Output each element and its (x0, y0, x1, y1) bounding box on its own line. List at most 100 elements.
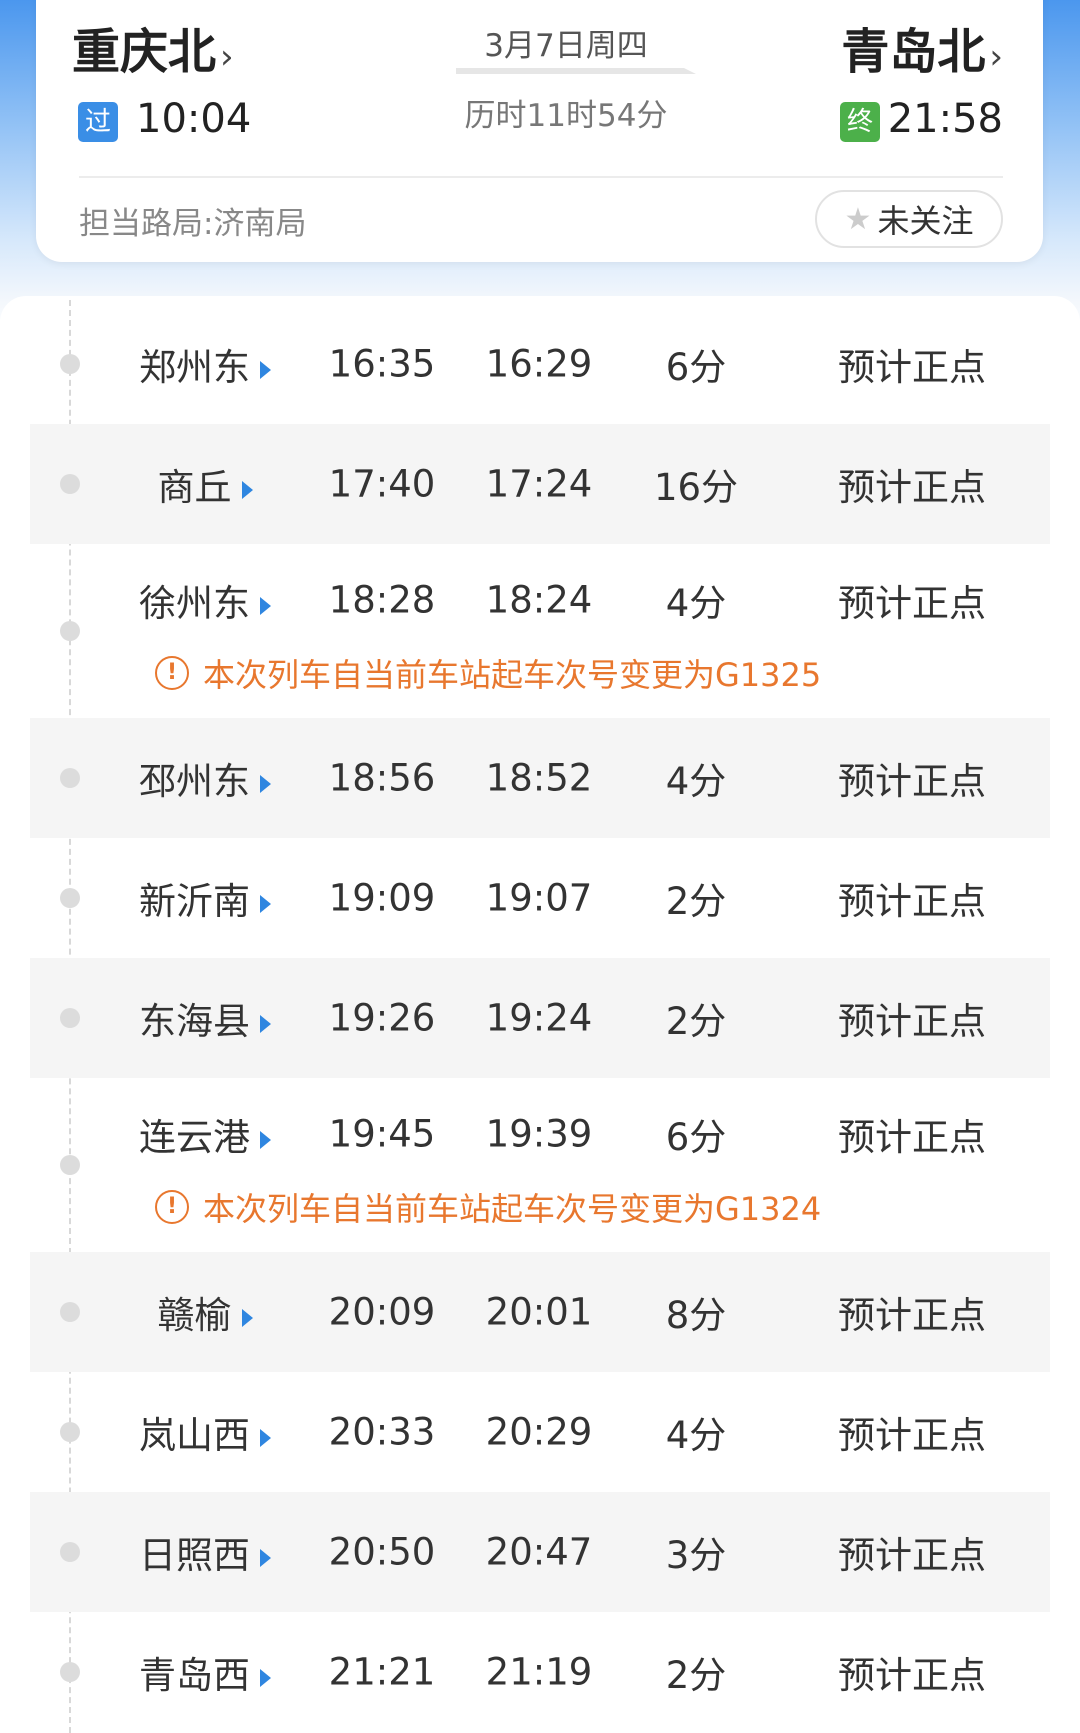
stop-row[interactable]: 邳州东 18:56 18:52 4分 预计正点 (30, 718, 1050, 838)
triangle-right-icon (241, 480, 253, 499)
status-text: 预计正点 (838, 1294, 986, 1337)
timeline-dot (60, 621, 80, 641)
timeline-dot (60, 888, 80, 908)
stop-duration: 6分 (665, 1116, 727, 1159)
arrive-time: 21:21 (328, 1650, 436, 1694)
from-station[interactable]: 重庆北 › (72, 12, 234, 82)
travel-date: 3月7日周四 (484, 28, 648, 64)
station-link[interactable]: 岚山西 (110, 1405, 300, 1459)
notice-text: 本次列车自当前车站起车次号变更为G1325 (203, 656, 822, 694)
station-name: 邳州东 (139, 760, 250, 803)
station-name: 商丘 (157, 466, 232, 509)
depart-time: 16:29 (485, 342, 593, 386)
stop-row[interactable]: 商丘 17:40 17:24 16分 预计正点 (30, 424, 1050, 544)
station-link[interactable]: 商丘 (110, 457, 300, 511)
stop-duration: 3分 (665, 1534, 727, 1577)
stop-row[interactable]: 连云港 19:45 19:39 6分 预计正点! 本次列车自当前车站起车次号变更为G132… (30, 1078, 1050, 1252)
station-link[interactable]: 邳州东 (110, 751, 300, 805)
depart-time: 20:01 (485, 1290, 593, 1334)
arrive-time: 17:40 (328, 462, 436, 506)
triangle-right-icon (260, 894, 271, 913)
station-name: 东海县 (139, 1000, 250, 1043)
stop-duration: 4分 (665, 760, 727, 803)
status-text: 预计正点 (838, 1414, 986, 1457)
stop-row[interactable]: 新沂南 19:09 19:07 2分 预计正点 (30, 838, 1050, 958)
station-link[interactable]: 东海县 (110, 991, 300, 1045)
chevron-right-icon: › (220, 37, 234, 77)
chevron-right-icon: › (989, 37, 1003, 77)
from-time: 10:04 (136, 96, 252, 142)
timeline-dot (60, 1422, 80, 1442)
triangle-right-icon (260, 1668, 271, 1687)
timeline-dot (60, 768, 80, 788)
status-text: 预计正点 (838, 346, 986, 389)
station-link[interactable]: 连云港 (110, 1107, 300, 1161)
depart-time: 19:07 (485, 876, 593, 920)
station-name: 岚山西 (139, 1414, 250, 1457)
from-station-name: 重庆北 (72, 24, 217, 80)
notice-text: 本次列车自当前车站起车次号变更为G1324 (203, 1190, 822, 1228)
stop-duration: 16分 (653, 466, 739, 509)
end-badge: 终 (840, 102, 880, 142)
travel-duration: 历时11时54分 (464, 98, 668, 134)
stop-row[interactable]: 东海县 19:26 19:24 2分 预计正点 (30, 958, 1050, 1078)
depart-time: 19:24 (485, 996, 593, 1040)
station-link[interactable]: 郑州东 (110, 337, 300, 391)
status-text: 预计正点 (838, 1000, 986, 1043)
stop-row[interactable]: 赣榆 20:09 20:01 8分 预计正点 (30, 1252, 1050, 1372)
train-number-change-notice: ! 本次列车自当前车站起车次号变更为G1324 (155, 1184, 821, 1230)
info-circle-icon: ! (155, 656, 189, 690)
timeline-dot (60, 1008, 80, 1028)
stop-row[interactable]: 岚山西 20:33 20:29 4分 预计正点 (30, 1372, 1050, 1492)
arrive-time: 20:50 (328, 1530, 436, 1574)
triangle-right-icon (260, 1130, 271, 1149)
depart-time: 21:19 (485, 1650, 593, 1694)
triangle-right-icon (260, 1428, 271, 1447)
star-icon: ★ (844, 201, 872, 237)
stop-duration: 4分 (665, 1414, 727, 1457)
status-text: 预计正点 (838, 1654, 986, 1697)
pass-badge: 过 (78, 102, 118, 142)
stop-duration: 2分 (665, 1000, 727, 1043)
timeline-dot (60, 1155, 80, 1175)
depart-time: 20:47 (485, 1530, 593, 1574)
status-text: 预计正点 (838, 466, 986, 509)
timeline-dot (60, 354, 80, 374)
triangle-right-icon (241, 1308, 253, 1327)
stop-duration: 2分 (665, 1654, 727, 1697)
follow-button[interactable]: ★ 未关注 (815, 190, 1003, 248)
stop-duration: 8分 (665, 1294, 727, 1337)
info-circle-icon: ! (155, 1190, 189, 1224)
train-summary-card: 重庆北 › 3月7日周四 历时11时54分 青岛北 › 过 10:04 终 21:5… (36, 0, 1043, 262)
timeline-dot (60, 1302, 80, 1322)
triangle-right-icon (260, 596, 271, 615)
station-name: 徐州东 (139, 582, 250, 625)
station-link[interactable]: 徐州东 (110, 573, 300, 627)
status-text: 预计正点 (838, 760, 986, 803)
stop-row[interactable]: 青岛西 21:21 21:19 2分 预计正点 (30, 1612, 1050, 1732)
status-text: 预计正点 (838, 880, 986, 923)
station-link[interactable]: 新沂南 (110, 871, 300, 925)
stop-row[interactable]: 日照西 20:50 20:47 3分 预计正点 (30, 1492, 1050, 1612)
divider (79, 176, 1003, 178)
depart-time: 17:24 (485, 462, 593, 506)
stop-row[interactable]: 徐州东 18:28 18:24 4分 预计正点! 本次列车自当前车站起车次号变更为G132… (30, 544, 1050, 718)
station-name: 赣榆 (157, 1294, 232, 1337)
station-link[interactable]: 青岛西 (110, 1645, 300, 1699)
to-station-name: 青岛北 (841, 24, 986, 80)
arrive-time: 16:35 (328, 342, 436, 386)
triangle-right-icon (260, 1548, 271, 1567)
arrive-time: 19:26 (328, 996, 436, 1040)
timeline-dot (60, 1662, 80, 1682)
stop-row[interactable]: 郑州东 16:35 16:29 6分 预计正点 (30, 304, 1050, 424)
to-station[interactable]: 青岛北 › (841, 12, 1003, 82)
station-link[interactable]: 日照西 (110, 1525, 300, 1579)
depart-time: 18:24 (485, 578, 593, 622)
station-name: 郑州东 (139, 346, 250, 389)
triangle-right-icon (260, 360, 271, 379)
follow-label: 未关注 (877, 202, 974, 240)
station-link[interactable]: 赣榆 (110, 1285, 300, 1339)
arrive-time: 20:09 (328, 1290, 436, 1334)
stop-duration: 6分 (665, 346, 727, 389)
route-arrow-line (456, 68, 696, 74)
